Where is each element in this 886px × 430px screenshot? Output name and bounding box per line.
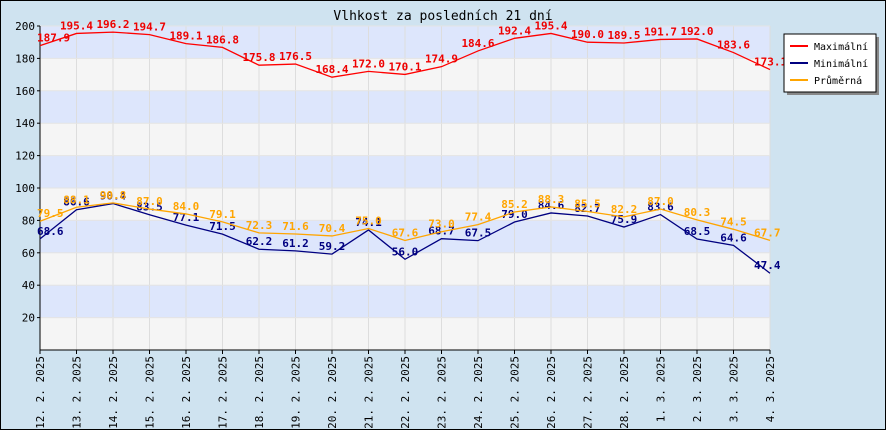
- data-label: 186.8: [206, 33, 239, 46]
- x-tick-label: 22. 2. 2025: [399, 356, 412, 429]
- data-label: 172.0: [352, 57, 385, 70]
- data-label: 87.0: [136, 195, 163, 208]
- data-label: 71.6: [282, 220, 309, 233]
- data-label: 191.7: [644, 25, 677, 38]
- x-tick-label: 13. 2. 2025: [71, 356, 84, 429]
- legend-box: [783, 33, 877, 93]
- data-label: 56.0: [392, 245, 419, 258]
- data-label: 173.1: [754, 56, 787, 69]
- y-tick-label: 180: [15, 52, 35, 65]
- data-label: 170.1: [388, 60, 421, 73]
- data-label: 82.7: [574, 202, 601, 215]
- data-label: 80.3: [684, 206, 711, 219]
- y-tick-label: 120: [15, 150, 35, 163]
- data-label: 47.4: [754, 259, 781, 272]
- x-tick-label: 12. 2. 2025: [34, 356, 47, 429]
- data-label: 174.9: [425, 53, 458, 66]
- data-label: 75.0: [355, 215, 382, 228]
- data-label: 90.4: [100, 190, 127, 203]
- legend: Maximální Minimální Průměrná: [783, 33, 879, 95]
- data-label: 190.0: [571, 28, 604, 41]
- x-tick-label: 14. 2. 2025: [107, 356, 120, 429]
- data-label: 176.5: [279, 50, 312, 63]
- data-label: 77.4: [465, 211, 492, 224]
- x-tick-label: 21. 2. 2025: [363, 356, 376, 429]
- data-label: 72.3: [246, 219, 273, 232]
- x-tick-label: 24. 2. 2025: [472, 356, 485, 429]
- y-tick-label: 160: [15, 85, 35, 98]
- data-label: 175.8: [242, 51, 275, 64]
- series-line-3: [39, 202, 771, 242]
- data-label: 68.6: [37, 225, 64, 238]
- series-line-2: [39, 202, 771, 274]
- data-label: 73.0: [428, 218, 455, 231]
- data-label: 85.5: [574, 197, 601, 210]
- data-label: 67.7: [754, 226, 781, 239]
- x-tick-label: 17. 2. 2025: [217, 356, 230, 429]
- data-label: 84.6: [538, 199, 565, 212]
- x-tick-label: 15. 2. 2025: [144, 356, 157, 429]
- x-tick-label: 26. 2. 2025: [545, 356, 558, 429]
- x-tick-label: 28. 2. 2025: [618, 356, 631, 429]
- x-tick-label: 18. 2. 2025: [253, 356, 266, 429]
- x-tick-label: 19. 2. 2025: [290, 356, 303, 429]
- data-label: 68.5: [684, 225, 711, 238]
- data-label: 192.4: [498, 24, 531, 37]
- chart-title: Vlhkost za posledních 21 dní: [333, 9, 552, 24]
- data-label: 187.9: [37, 32, 70, 45]
- data-label: 87.0: [647, 195, 674, 208]
- data-label: 70.4: [319, 222, 346, 235]
- y-tick-label: 40: [22, 279, 35, 292]
- data-label: 84.0: [173, 200, 200, 213]
- legend-label: Maximální: [814, 41, 868, 53]
- data-label: 62.2: [246, 235, 273, 248]
- series-line-1: [39, 31, 771, 78]
- y-tick-label: 100: [15, 182, 35, 195]
- data-label: 82.2: [611, 203, 638, 216]
- data-label: 79.5: [37, 207, 64, 220]
- legend-label: Průměrná: [814, 75, 862, 87]
- data-label: 77.1: [173, 211, 200, 224]
- x-tick-label: 20. 2. 2025: [326, 356, 339, 429]
- data-label: 59.2: [319, 240, 346, 253]
- y-tick-label: 60: [22, 247, 35, 260]
- data-label: 88.3: [538, 193, 565, 206]
- y-tick-label: 20: [22, 312, 35, 325]
- x-tick-label: 4. 3. 2025: [764, 356, 777, 422]
- data-label: 196.2: [96, 18, 129, 31]
- data-label: 67.5: [465, 227, 492, 240]
- x-tick-label: 1. 3. 2025: [655, 356, 668, 422]
- data-label: 74.1: [355, 216, 382, 229]
- data-label: 189.1: [169, 30, 202, 43]
- data-label: 195.4: [534, 19, 567, 32]
- data-label: 183.6: [717, 39, 750, 52]
- legend-label: Minimální: [814, 58, 868, 70]
- y-tick-label: 200: [15, 20, 35, 33]
- data-label: 88.1: [63, 193, 90, 206]
- y-tick-label: 140: [15, 117, 35, 130]
- data-label: 74.5: [720, 215, 747, 228]
- data-label: 194.7: [133, 21, 166, 34]
- data-label: 195.4: [60, 19, 93, 32]
- data-label: 67.6: [392, 226, 419, 239]
- data-label: 192.0: [680, 25, 713, 38]
- plot-area: 20 40 60 80 100 120 140 160 180 200 12. 2. 2025 13.…: [15, 18, 787, 429]
- x-tick-label: 3. 3. 2025: [728, 356, 741, 422]
- x-tick-label: 25. 2. 2025: [509, 356, 522, 429]
- data-label: 79.1: [209, 208, 236, 221]
- data-label: 85.2: [501, 198, 528, 211]
- x-tick-label: 23. 2. 2025: [436, 356, 449, 429]
- data-label: 90.8: [100, 189, 127, 202]
- y-tick-label: 80: [22, 214, 35, 227]
- data-label: 86.6: [63, 196, 90, 209]
- data-label: 168.4: [315, 63, 348, 76]
- x-tick-label: 27. 2. 2025: [582, 356, 595, 429]
- data-label: 189.5: [607, 29, 640, 42]
- x-tick-label: 2. 3. 2025: [691, 356, 704, 422]
- data-label: 64.6: [720, 231, 747, 244]
- data-label: 184.6: [461, 37, 494, 50]
- data-label: 61.2: [282, 237, 309, 250]
- x-tick-label: 16. 2. 2025: [180, 356, 193, 429]
